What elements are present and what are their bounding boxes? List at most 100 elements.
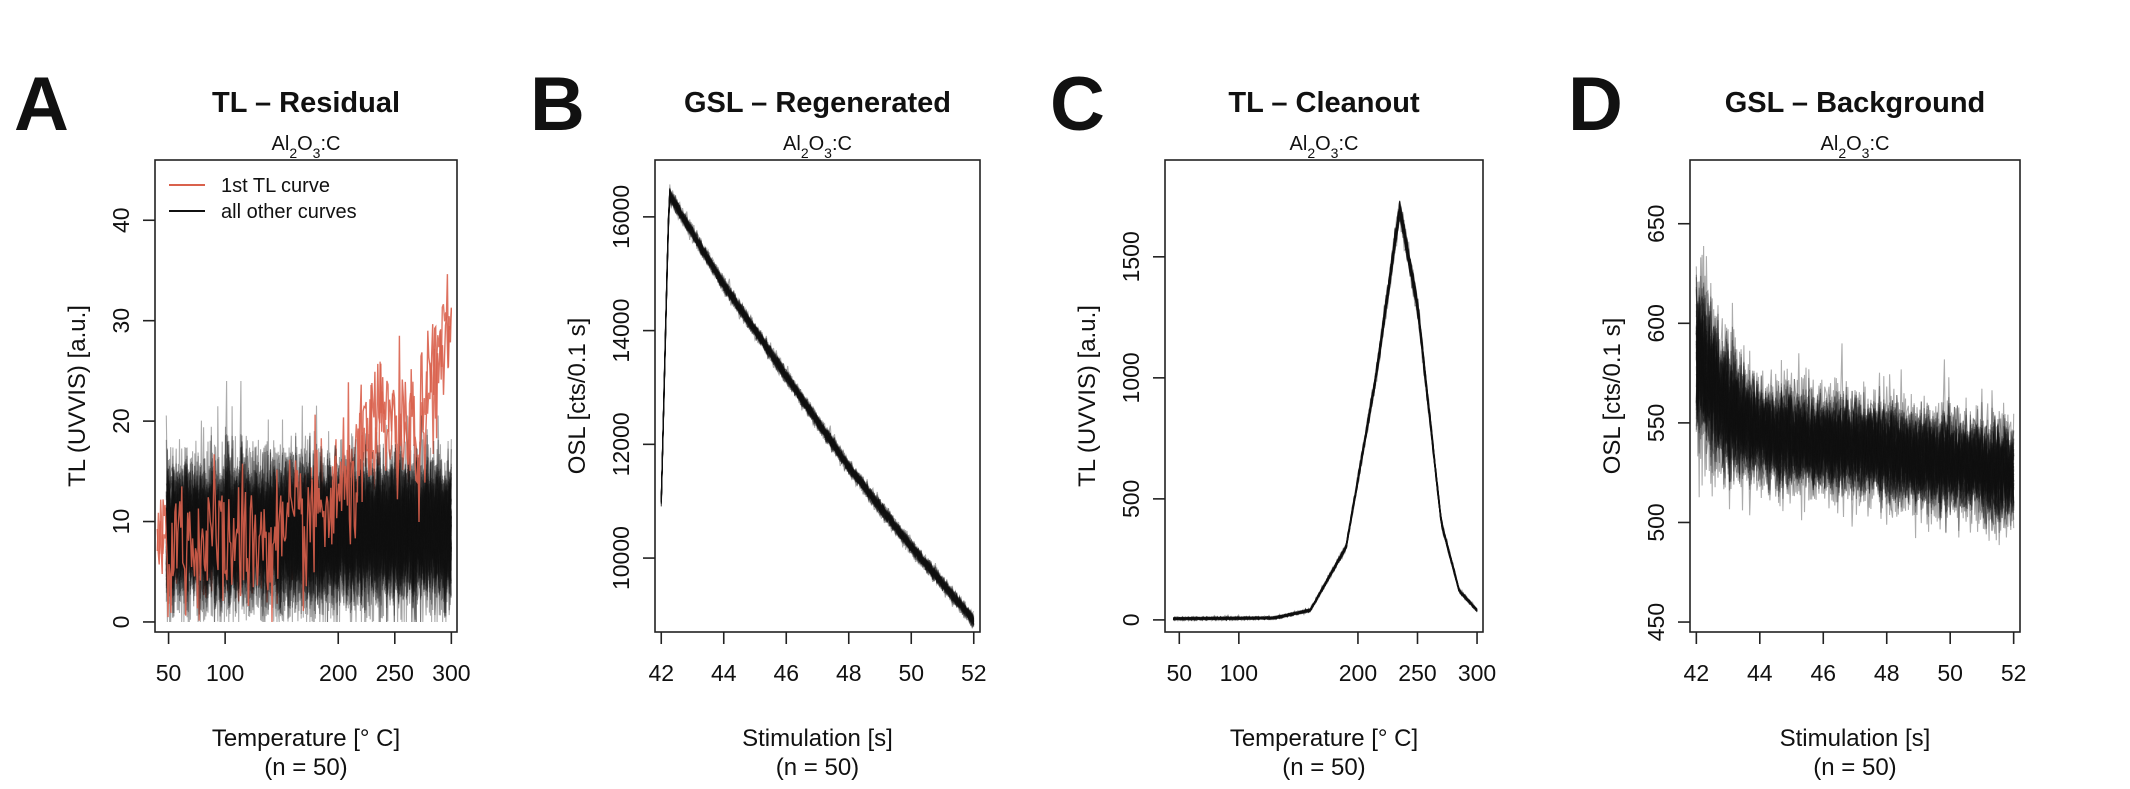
panel-b: B GSL – Regenerated Al2O3:C 42 44 46 48 50 52 100… <box>530 62 987 781</box>
series-line <box>1695 297 2015 525</box>
y-tick-label: 650 <box>1643 205 1669 243</box>
plot-frame <box>1689 159 2021 633</box>
series-line <box>1695 296 2014 521</box>
series-line <box>165 435 452 623</box>
series-line <box>1172 201 1478 622</box>
series-line <box>1172 212 1478 622</box>
series-line <box>1173 214 1478 622</box>
series-line <box>1173 214 1478 621</box>
panel-letter: B <box>530 62 585 147</box>
series-line <box>1172 209 1478 621</box>
series-line <box>660 188 975 622</box>
series-line <box>1695 319 2015 539</box>
x-tick-label: 44 <box>1747 660 1773 686</box>
series-line <box>1695 303 2015 525</box>
series-line <box>1695 324 2015 541</box>
series-line <box>660 192 975 625</box>
series-line <box>660 189 975 628</box>
series-line <box>660 196 975 627</box>
series-line <box>660 195 975 624</box>
series-line <box>1695 289 2015 530</box>
series-line <box>1695 288 2015 533</box>
series-line <box>1695 327 2015 532</box>
y-tick-label: 1000 <box>1118 352 1144 403</box>
series-line <box>1172 201 1478 622</box>
series-line <box>1172 207 1478 621</box>
series-line <box>660 187 975 619</box>
panel-letter: A <box>14 62 69 147</box>
series-line <box>1173 208 1478 621</box>
series-line <box>660 190 975 623</box>
series-line <box>660 192 975 627</box>
n-label: (n = 50) <box>776 754 859 781</box>
series-line <box>1173 206 1478 622</box>
series-line <box>1173 204 1478 622</box>
y-axis-label: OSL [cts/0.1 s] <box>1599 318 1626 475</box>
series-line <box>165 444 452 623</box>
y-tick-label: 0 <box>108 616 134 629</box>
y-axis-label: TL (UVVIS) [a.u.] <box>1074 305 1101 487</box>
series-line <box>660 195 975 625</box>
n-label: (n = 50) <box>264 754 347 781</box>
legend: 1st TL curve all other curves <box>169 175 357 223</box>
series-line <box>1173 204 1478 622</box>
series-line <box>1172 210 1478 621</box>
series-line <box>1172 200 1478 621</box>
series-line <box>1695 293 2015 518</box>
series-line <box>1695 274 2015 538</box>
x-tick-label: 200 <box>1339 660 1377 686</box>
series-line <box>1173 211 1478 622</box>
series-line <box>1173 215 1478 622</box>
panel-letter: D <box>1568 62 1623 147</box>
series-line <box>165 435 452 623</box>
series-line <box>165 452 452 623</box>
series-line <box>1695 316 2015 524</box>
series-line <box>1695 323 2015 518</box>
series-line <box>1173 211 1478 622</box>
panel-title: GSL – Regenerated <box>684 87 951 119</box>
series-line <box>1695 303 2015 521</box>
y-tick-label: 30 <box>108 308 134 334</box>
series-line <box>1695 329 2015 531</box>
series-line <box>660 195 975 622</box>
x-axis-label: Stimulation [s] <box>1780 725 1931 752</box>
series-line <box>1696 331 2015 531</box>
series-line <box>660 196 975 620</box>
y-tick-label: 500 <box>1643 503 1669 541</box>
n-label: (n = 50) <box>1813 754 1896 781</box>
y-tick-label: 500 <box>1118 480 1144 518</box>
panel-subtitle: Al2O3:C <box>272 133 341 161</box>
series-line <box>660 190 975 620</box>
x-tick-label: 300 <box>1458 660 1496 686</box>
series-line <box>660 194 974 624</box>
n-label: (n = 50) <box>1282 754 1365 781</box>
panel-subtitle: Al2O3:C <box>783 133 852 161</box>
y-tick-label: 40 <box>108 207 134 233</box>
series-line <box>1173 208 1478 621</box>
series-line <box>1695 286 2015 534</box>
series-line <box>1695 289 2015 515</box>
x-tick-label: 42 <box>1684 660 1710 686</box>
x-tick-label: 100 <box>1220 660 1258 686</box>
series-line <box>1173 209 1478 621</box>
series-line <box>1173 200 1478 622</box>
series-line <box>165 416 452 623</box>
series-line <box>165 405 452 613</box>
series-line <box>1172 208 1478 622</box>
series-line <box>165 380 452 623</box>
panel-title: TL – Residual <box>212 87 400 119</box>
series-line <box>660 194 975 623</box>
x-tick-label: 50 <box>898 660 924 686</box>
series-line <box>660 191 975 625</box>
series-line <box>1172 209 1478 622</box>
series-line <box>1695 334 2015 518</box>
panel-c: C TL – Cleanout Al2O3:C 50 100 200 250 300 0 500 1… <box>1050 62 1496 781</box>
series-line <box>1172 204 1478 621</box>
plot-frame <box>654 159 981 633</box>
series-line <box>660 191 975 622</box>
x-tick-label: 250 <box>1398 660 1436 686</box>
x-tick-label: 50 <box>156 660 182 686</box>
series-line <box>165 427 452 623</box>
series-line <box>1695 318 2015 512</box>
